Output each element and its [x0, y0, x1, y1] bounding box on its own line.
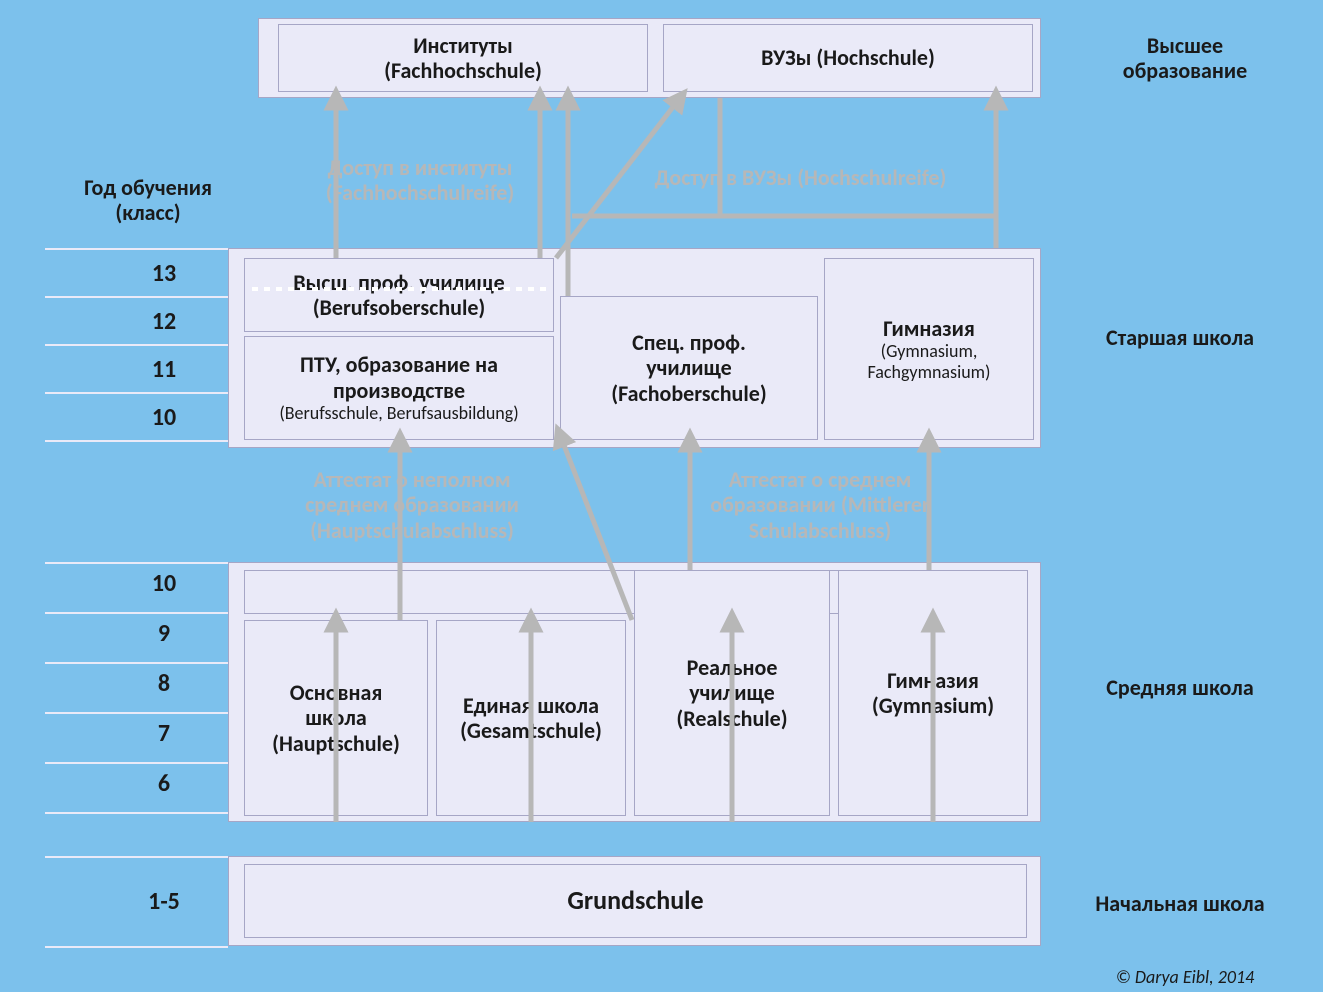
- grade-label: 6: [100, 766, 228, 802]
- box-fachoberschule: Спец. проф.училище(Fachoberschule): [560, 296, 818, 440]
- grade-line: [45, 662, 228, 664]
- grade-line: [45, 762, 228, 764]
- grade-label: 10: [100, 400, 228, 436]
- grade-line: [45, 248, 228, 250]
- grade-line: [45, 856, 228, 858]
- side-label-higher: Высшееобразование: [1060, 18, 1310, 98]
- box-grundschule: Grundschule: [244, 864, 1027, 938]
- label-access-fh: Доступ в институты(Fachhochschulreife): [270, 150, 570, 210]
- side-label-lower: Начальная школа: [1050, 884, 1310, 924]
- box-gymnasium-middle: Гимназия(Gymnasium): [838, 570, 1028, 816]
- grade-label: 10: [100, 566, 228, 602]
- grade-line: [45, 562, 228, 564]
- box-institutes: Институты(Fachhochschule): [278, 24, 648, 92]
- label-access-uni: Доступ в ВУЗы (Hochschulreife): [573, 163, 1028, 193]
- box-hauptschule: Основнаяшкола(Hauptschule): [244, 620, 428, 816]
- side-label-upper: Старшая школа: [1050, 318, 1310, 358]
- box-gesamtschule: Единая школа(Gesamtschule): [436, 620, 626, 816]
- grade-label: 1-5: [100, 884, 228, 920]
- box-universities: ВУЗы (Hochschule): [663, 24, 1033, 92]
- grade-label: 8: [100, 666, 228, 702]
- grade-line: [45, 440, 228, 442]
- box-realschule: Реальноеучилище(Realschule): [634, 570, 830, 816]
- box-gymnasium-upper: Гимназия(Gymnasium,Fachgymnasium): [824, 258, 1034, 440]
- credit: © Darya Eibl, 2014: [1060, 958, 1310, 988]
- grade-label: 7: [100, 716, 228, 752]
- grade-line: [45, 344, 228, 346]
- grade-line: [45, 392, 228, 394]
- grade-line: [45, 712, 228, 714]
- side-label-middle: Средняя школа: [1050, 668, 1310, 708]
- grade-line: [45, 296, 228, 298]
- box-berufsoberschule: Высш. проф. училище(Berufsoberschule): [244, 258, 554, 332]
- box-berufsschule: ПТУ, образование напроизводстве(Berufssc…: [244, 336, 554, 440]
- grade-line: [45, 612, 228, 614]
- grade-line: [45, 946, 228, 948]
- label-cert-mittlerer: Аттестат о среднемобразовании (Mittlerer…: [650, 460, 990, 550]
- grade-label: 9: [100, 616, 228, 652]
- grade-label: 13: [100, 256, 228, 292]
- grade-label: 11: [100, 352, 228, 388]
- grade-line: [45, 812, 228, 814]
- year-header: Год обучения(класс): [38, 170, 258, 230]
- label-cert-hauptschulabschluss: Аттестат о неполномсреднем образовании(H…: [252, 460, 572, 550]
- grade-label: 12: [100, 304, 228, 340]
